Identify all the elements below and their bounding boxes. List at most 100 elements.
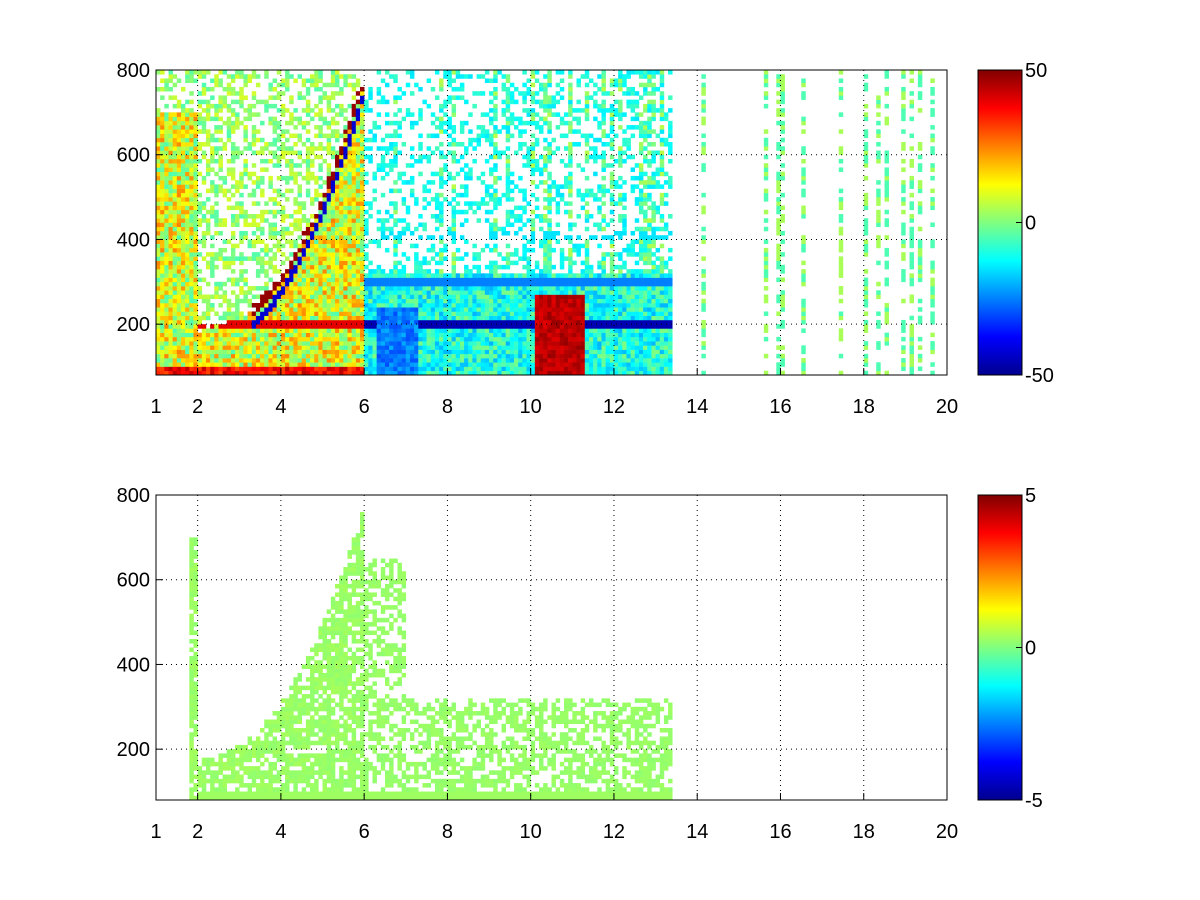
heatmap-cell: [439, 184, 444, 189]
heatmap-cell: [293, 370, 298, 376]
heatmap-cell: [468, 294, 473, 300]
heatmap-cell: [376, 273, 382, 278]
heatmap-cell: [418, 235, 423, 240]
heatmap-cell: [243, 319, 248, 325]
heatmap-cell: [343, 353, 348, 359]
heatmap-cell: [568, 294, 573, 300]
heatmap-cell: [156, 311, 161, 316]
heatmap-cell: [418, 108, 423, 113]
heatmap-cell: [264, 273, 269, 278]
heatmap-cell: [268, 294, 273, 300]
heatmap-cell: [172, 214, 178, 219]
heatmap-cell: [335, 345, 340, 350]
heatmap-cell: [422, 324, 427, 329]
heatmap-cell: [551, 328, 556, 333]
heatmap-cell: [197, 358, 203, 363]
heatmap-cell: [543, 137, 548, 143]
heatmap-cell: [522, 286, 527, 291]
heatmap-cell: [559, 192, 565, 198]
heatmap-cell: [518, 91, 523, 96]
heatmap-cell: [347, 146, 352, 151]
heatmap-cell: [168, 184, 173, 189]
heatmap-cell: [451, 315, 457, 321]
heatmap-cell: [280, 345, 286, 350]
heatmap-cell: [501, 74, 506, 79]
heatmap-cell: [156, 256, 161, 261]
heatmap-cell: [439, 311, 444, 316]
heatmap-cell: [593, 341, 598, 346]
heatmap-cell: [572, 324, 577, 329]
heatmap-cell: [289, 273, 294, 278]
heatmap-cell: [189, 319, 194, 325]
heatmap-cell: [164, 129, 169, 134]
heatmap-cell: [293, 239, 298, 244]
heatmap-cell: [505, 362, 511, 367]
heatmap-cell: [301, 290, 307, 295]
heatmap-cell: [380, 302, 386, 308]
heatmap-cell: [472, 137, 477, 143]
heatmap-cell: [339, 256, 344, 261]
heatmap-cell: [243, 281, 248, 287]
heatmap-cell: [185, 349, 190, 355]
heatmap-cell: [534, 311, 540, 316]
heatmap-cell: [172, 370, 178, 376]
heatmap-cell: [514, 214, 519, 219]
heatmap-cell: [168, 197, 173, 202]
heatmap-cell: [164, 222, 169, 228]
heatmap-cell: [189, 226, 194, 232]
heatmap-cell: [543, 277, 548, 283]
heatmap-cell: [543, 163, 548, 168]
heatmap-cell: [376, 281, 382, 287]
heatmap-cell: [384, 358, 390, 363]
heatmap-cell: [193, 256, 198, 261]
heatmap-cell: [289, 99, 294, 105]
heatmap-cell: [514, 86, 519, 92]
heatmap-cell: [193, 167, 198, 172]
heatmap-cell: [522, 311, 527, 316]
heatmap-cell: [318, 112, 323, 117]
heatmap-cell: [268, 290, 273, 295]
heatmap-cell: [355, 163, 361, 168]
heatmap-cell: [493, 298, 498, 304]
heatmap-cell: [172, 243, 178, 249]
heatmap-cell: [539, 349, 544, 355]
heatmap-cell: [414, 120, 419, 126]
heatmap-cell: [343, 341, 348, 346]
heatmap-cell: [305, 277, 311, 283]
heatmap-cell: [568, 260, 573, 266]
heatmap-cell: [418, 366, 423, 372]
heatmap-cell: [397, 336, 402, 342]
heatmap-cell: [547, 290, 552, 295]
heatmap-cell: [509, 319, 515, 325]
heatmap-cell: [339, 290, 344, 295]
heatmap-cell: [493, 230, 498, 236]
heatmap-cell: [476, 307, 482, 312]
heatmap-cell: [214, 230, 219, 236]
heatmap-cell: [255, 252, 261, 257]
heatmap-cell: [526, 366, 531, 372]
heatmap-cell: [497, 129, 502, 134]
heatmap-cell: [255, 362, 261, 367]
heatmap-cell: [285, 197, 290, 202]
heatmap-cell: [505, 311, 511, 316]
heatmap-cell: [297, 269, 303, 274]
heatmap-cell: [176, 137, 182, 143]
heatmap-cell: [189, 218, 194, 223]
heatmap-cell: [380, 319, 386, 325]
heatmap-cell: [214, 214, 219, 219]
heatmap-cell: [526, 307, 531, 312]
heatmap-cell: [497, 175, 502, 181]
heatmap-cell: [451, 209, 457, 215]
heatmap-cell: [318, 209, 323, 215]
heatmap-cell: [293, 171, 298, 177]
heatmap-cell: [372, 125, 377, 130]
heatmap-cell: [434, 269, 440, 274]
heatmap-cell: [476, 218, 482, 223]
heatmap-cell: [214, 209, 219, 215]
heatmap-cell: [409, 154, 415, 160]
heatmap-cell: [293, 142, 298, 147]
heatmap-cell: [293, 243, 298, 249]
heatmap-cell: [235, 112, 240, 117]
heatmap-cell: [559, 362, 565, 367]
heatmap-cell: [305, 78, 311, 84]
